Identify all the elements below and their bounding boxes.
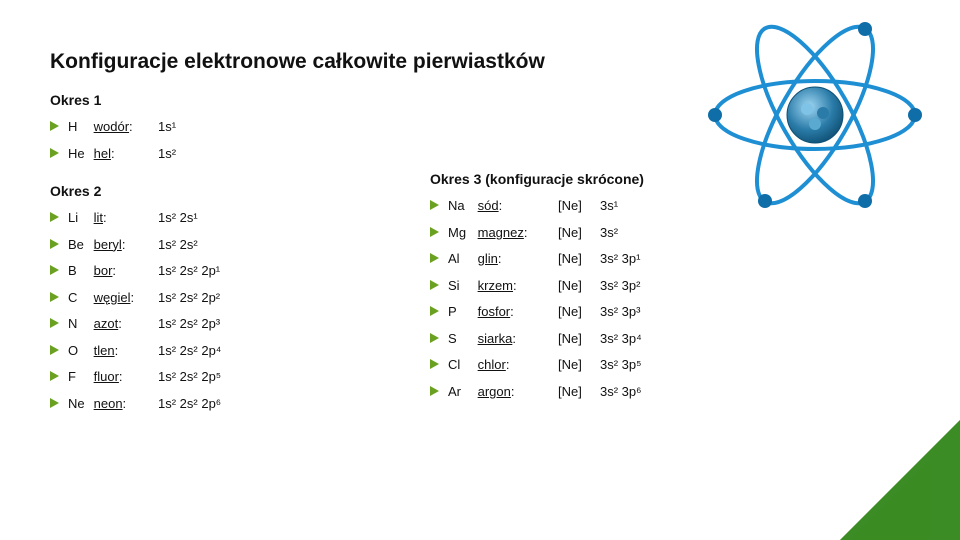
noble-core: [Ne] xyxy=(558,356,596,374)
element-symbol: H xyxy=(68,118,90,136)
element-symbol: N xyxy=(68,315,90,333)
element-name: węgiel xyxy=(94,290,131,305)
element-symbol: Ar xyxy=(448,383,474,401)
element-symbol: S xyxy=(448,330,474,348)
noble-core: [Ne] xyxy=(558,250,596,268)
element-config: 3s² 3p² xyxy=(600,277,640,295)
element-name: fosfor xyxy=(478,304,511,319)
period-3-list: Na sód:[Ne]3s¹ Mg magnez:[Ne]3s² Al glin… xyxy=(430,197,790,400)
list-item: Mg magnez:[Ne]3s² xyxy=(448,224,790,242)
element-config: 1s² 2s² 2p⁶ xyxy=(158,395,221,413)
element-symbol: Mg xyxy=(448,224,474,242)
list-item: S siarka:[Ne]3s² 3p⁴ xyxy=(448,330,790,348)
element-name: sód xyxy=(478,198,499,213)
element-symbol: Ne xyxy=(68,395,90,413)
element-config: 1s² 2s² 2p² xyxy=(158,289,220,307)
element-config: 3s² 3p⁴ xyxy=(600,330,642,348)
list-item: Si krzem:[Ne]3s² 3p² xyxy=(448,277,790,295)
list-item: P fosfor:[Ne]3s² 3p³ xyxy=(448,303,790,321)
element-name: siarka xyxy=(478,331,513,346)
element-config: 3s² xyxy=(600,224,618,242)
noble-core: [Ne] xyxy=(558,224,596,242)
element-name: krzem xyxy=(478,278,513,293)
element-config: 3s² 3p⁵ xyxy=(600,356,642,374)
element-name: lit xyxy=(94,210,103,225)
element-name: beryl xyxy=(94,237,122,252)
period-2-heading: Okres 2 xyxy=(50,183,370,199)
element-name: glin xyxy=(478,251,498,266)
element-symbol: C xyxy=(68,289,90,307)
element-symbol: Si xyxy=(448,277,474,295)
element-symbol: Li xyxy=(68,209,90,227)
noble-core: [Ne] xyxy=(558,197,596,215)
element-name: chlor xyxy=(478,357,506,372)
element-config: 1s² 2s² 2p⁴ xyxy=(158,342,221,360)
element-name: neon xyxy=(94,396,123,411)
element-symbol: Na xyxy=(448,197,474,215)
element-config: 3s² 3p¹ xyxy=(600,250,640,268)
period-2-list: Li lit:1s² 2s¹ Be beryl:1s² 2s² B bor:1s… xyxy=(50,209,370,412)
element-name: wodór xyxy=(94,119,129,134)
element-name: bor xyxy=(94,263,113,278)
list-item: F fluor:1s² 2s² 2p⁵ xyxy=(68,368,370,386)
element-name: magnez xyxy=(478,225,524,240)
list-item: Be beryl:1s² 2s² xyxy=(68,236,370,254)
element-symbol: O xyxy=(68,342,90,360)
element-name: argon xyxy=(478,384,511,399)
element-symbol: Al xyxy=(448,250,474,268)
element-name: fluor xyxy=(94,369,119,384)
list-item: Al glin:[Ne]3s² 3p¹ xyxy=(448,250,790,268)
element-config: 1s² 2s¹ xyxy=(158,209,198,227)
element-config: 1s² 2s² xyxy=(158,236,198,254)
list-item: Ne neon:1s² 2s² 2p⁶ xyxy=(68,395,370,413)
period-2: Okres 2 Li lit:1s² 2s¹ Be beryl:1s² 2s² … xyxy=(50,171,370,421)
list-item: O tlen:1s² 2s² 2p⁴ xyxy=(68,342,370,360)
list-item: C węgiel:1s² 2s² 2p² xyxy=(68,289,370,307)
element-symbol: B xyxy=(68,262,90,280)
element-config: 3s² 3p³ xyxy=(600,303,640,321)
element-config: 3s² 3p⁶ xyxy=(600,383,641,401)
atom-icon xyxy=(700,10,930,220)
element-symbol: P xyxy=(448,303,474,321)
element-name: tlen xyxy=(94,343,115,358)
list-item: B bor:1s² 2s² 2p¹ xyxy=(68,262,370,280)
noble-core: [Ne] xyxy=(558,277,596,295)
list-item: Li lit:1s² 2s¹ xyxy=(68,209,370,227)
element-config: 3s¹ xyxy=(600,197,618,215)
element-config: 1s¹ xyxy=(158,118,176,136)
element-config: 1s² 2s² 2p¹ xyxy=(158,262,220,280)
slide: Konfiguracje elektronowe całkowite pierw… xyxy=(0,0,960,540)
noble-core: [Ne] xyxy=(558,330,596,348)
element-name: hel xyxy=(94,146,111,161)
noble-core: [Ne] xyxy=(558,303,596,321)
element-symbol: He xyxy=(68,145,90,163)
list-item: N azot:1s² 2s² 2p³ xyxy=(68,315,370,333)
element-symbol: Cl xyxy=(448,356,474,374)
element-config: 1s² 2s² 2p³ xyxy=(158,315,220,333)
element-symbol: Be xyxy=(68,236,90,254)
element-name: azot xyxy=(94,316,119,331)
element-symbol: F xyxy=(68,368,90,386)
list-item: Cl chlor:[Ne]3s² 3p⁵ xyxy=(448,356,790,374)
element-config: 1s² 2s² 2p⁵ xyxy=(158,368,221,386)
list-item: Ar argon:[Ne]3s² 3p⁶ xyxy=(448,383,790,401)
noble-core: [Ne] xyxy=(558,383,596,401)
element-config: 1s² xyxy=(158,145,176,163)
